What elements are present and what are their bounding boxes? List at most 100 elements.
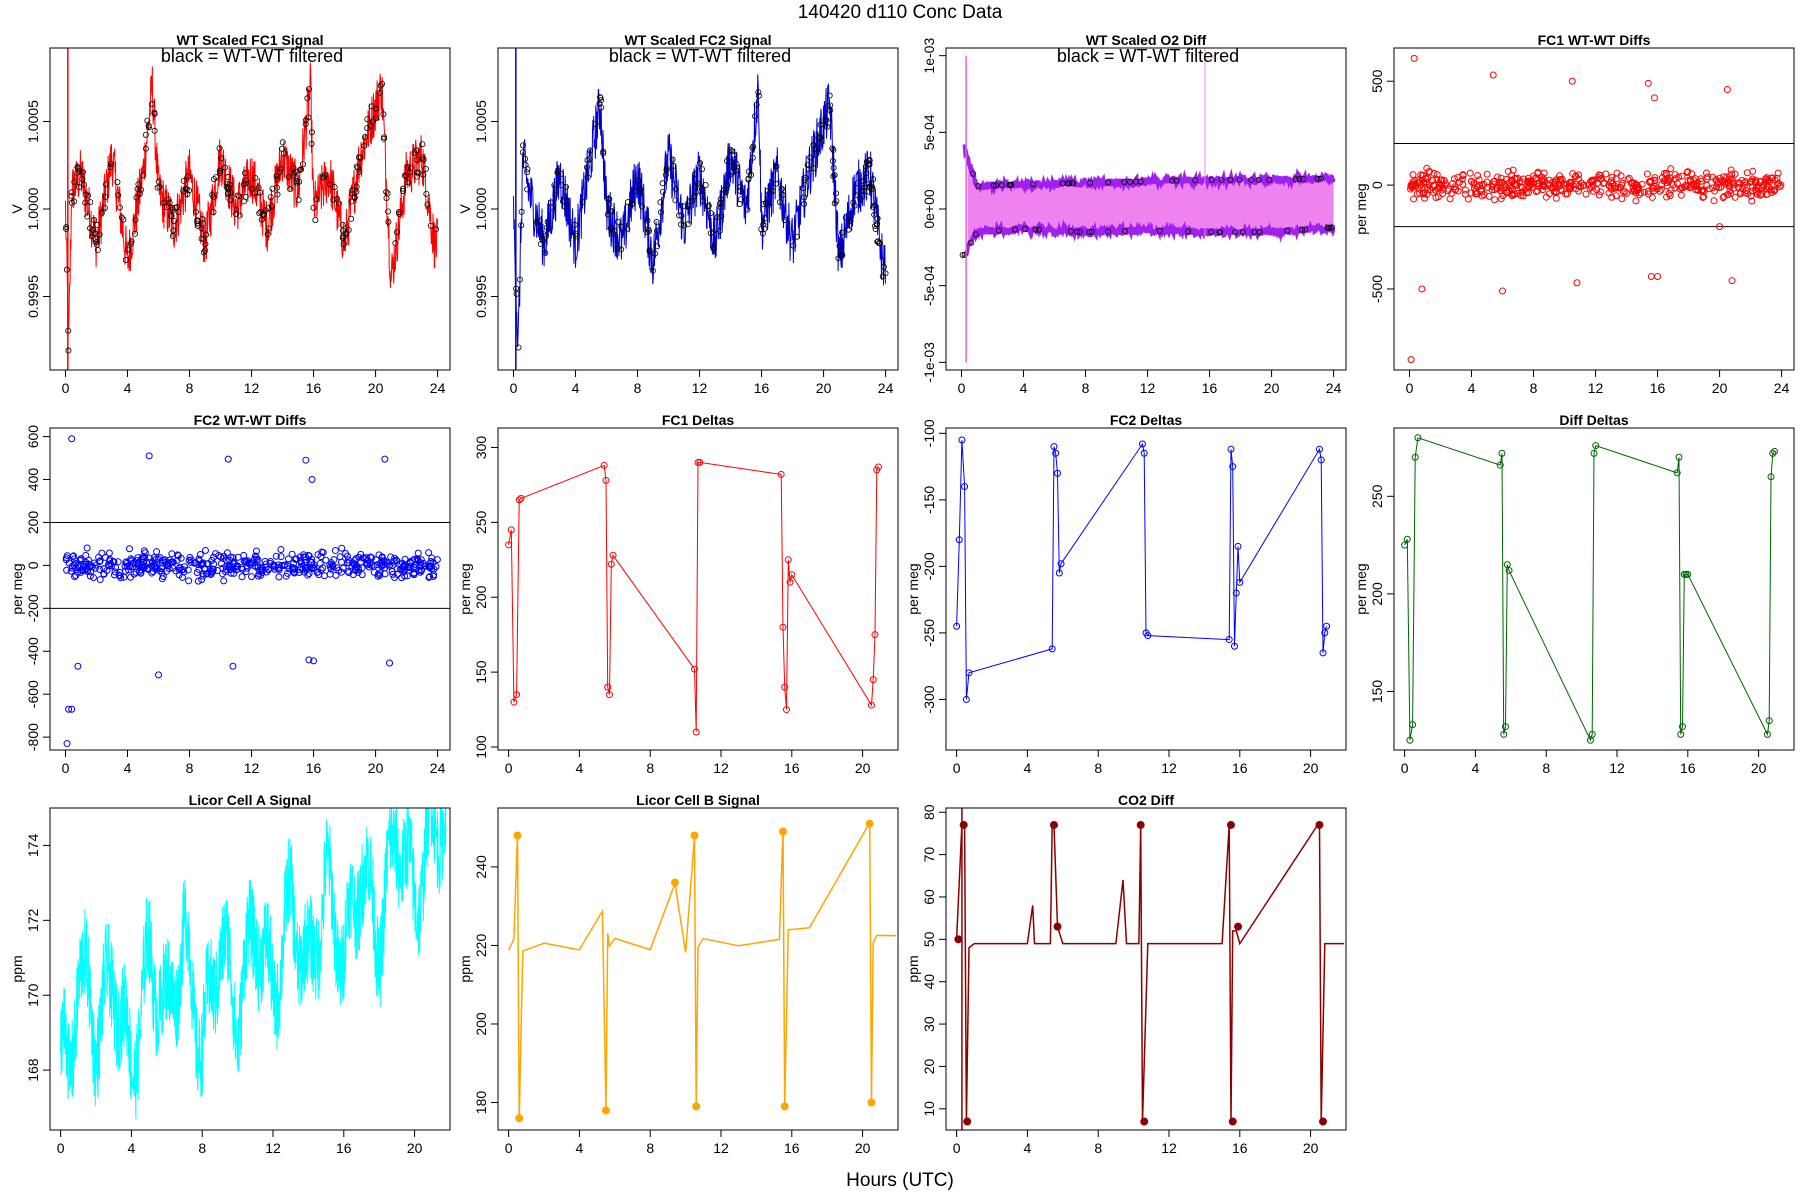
delta-point	[1673, 469, 1681, 477]
filtered-point	[234, 192, 241, 199]
filtered-point	[586, 156, 593, 163]
x-tick-label: 4	[576, 760, 584, 776]
y-tick-label: 0	[1369, 181, 1385, 189]
diff-point	[350, 561, 358, 569]
diff-point	[1669, 181, 1677, 189]
filtered-point	[670, 162, 677, 169]
panel-p7: FC2 Deltas 0 4 8 12 16 20 -300 -250 -200 -150 -100 p…	[905, 412, 1347, 776]
filtered-point	[614, 245, 621, 252]
filtered-point	[707, 210, 714, 217]
diff-point	[1644, 187, 1652, 195]
diff-point	[1448, 189, 1456, 197]
filtered-point	[880, 263, 887, 270]
filtered-point	[1314, 175, 1321, 182]
x-tick-label: 24	[430, 380, 446, 396]
filtered-point	[378, 80, 385, 87]
filtered-point	[383, 188, 390, 195]
diff-point	[1612, 192, 1620, 200]
diff-point	[1410, 195, 1418, 203]
outlier-point	[74, 662, 82, 670]
panel-title: Licor Cell A Signal	[189, 792, 312, 808]
y-tick-label: 200	[25, 511, 41, 535]
diff-point	[1409, 180, 1417, 188]
o2-series-undefined	[962, 219, 1336, 258]
filtered-point	[772, 180, 779, 187]
x-tick-label: 20	[855, 1140, 871, 1156]
diff-point	[1768, 189, 1776, 197]
y-tick-label: -500	[1369, 275, 1385, 303]
filtered-point	[745, 175, 752, 182]
filtered-point	[256, 210, 263, 217]
filtered-point	[242, 180, 249, 187]
plot-area-p7	[953, 436, 1331, 703]
diff-point	[233, 562, 241, 570]
delta-point	[517, 494, 525, 502]
diff-point	[1677, 191, 1685, 199]
x-tick-label: 20	[816, 380, 832, 396]
calibration-point	[954, 935, 963, 944]
panel-title: CO2 Diff	[1118, 792, 1174, 808]
panel-p11: CO2 Diff 0 4 8 12 16 20 10 20 30 40 50 60 70 80 ppm	[905, 792, 1347, 1156]
x-tick-label: 4	[128, 1140, 136, 1156]
diff-point	[1461, 186, 1469, 194]
delta-point	[1236, 578, 1244, 586]
filtered-point	[340, 241, 347, 248]
filtered-point	[672, 197, 679, 204]
panel-p1: WT Scaled FC1 Signal 0 4 8 12 16 20 24 0.9995 1.0…	[9, 32, 451, 396]
diff-point	[1762, 175, 1770, 183]
filtered-point	[427, 222, 434, 229]
diff-point	[410, 563, 418, 571]
outlier-point	[305, 656, 313, 664]
filtered-point	[1011, 226, 1018, 233]
filtered-point	[816, 135, 823, 142]
filtered-point	[872, 223, 879, 230]
filtered-point	[1255, 176, 1262, 183]
filtered-point	[310, 204, 317, 211]
filtered-point	[692, 189, 699, 196]
filtered-point	[1227, 176, 1234, 183]
filtered-point	[221, 164, 228, 171]
filtered-point	[696, 180, 703, 187]
delta-point	[1500, 730, 1508, 738]
filtered-point	[91, 217, 98, 224]
diff-point	[1509, 166, 1517, 174]
x-tick-label: 16	[784, 760, 800, 776]
filtered-point	[402, 173, 409, 180]
panel-p3: WT Scaled O2 Diff 0 4 8 12 16 20 24 -1e-03 -5e-04…	[921, 32, 1347, 396]
diff-point	[1503, 188, 1511, 196]
filtered-point	[79, 175, 86, 182]
delta-point	[1496, 461, 1504, 469]
diff-point	[1485, 192, 1493, 200]
diff-point	[101, 553, 109, 561]
diff-point	[290, 568, 298, 576]
delta-point	[515, 496, 523, 504]
delta-point	[1229, 463, 1237, 471]
filtered-point	[869, 184, 876, 191]
filtered-point	[252, 174, 259, 181]
filtered-point	[1156, 227, 1163, 234]
diff-point	[82, 560, 90, 568]
filtered-point	[812, 132, 819, 139]
y-tick-label: 10	[921, 1101, 937, 1117]
filtered-point	[68, 189, 75, 196]
diff-point	[1558, 187, 1566, 195]
filtered-point	[663, 165, 670, 172]
filtered-point	[165, 196, 172, 203]
diff-point	[180, 568, 188, 576]
delta-point	[786, 578, 794, 586]
diff-point	[327, 565, 335, 573]
filtered-point	[413, 147, 420, 154]
filtered-point	[761, 225, 768, 232]
filtered-point	[168, 212, 175, 219]
filtered-point	[87, 225, 94, 232]
delta-point	[1765, 717, 1773, 725]
diff-point	[166, 556, 174, 564]
diff-point	[251, 562, 259, 570]
diff-point	[207, 569, 215, 577]
delta-point	[1684, 570, 1692, 578]
diff-point	[1430, 169, 1438, 177]
filtered-point	[399, 187, 406, 194]
filtered-point	[1127, 178, 1134, 185]
filtered-point	[340, 227, 347, 234]
filtered-point	[423, 190, 430, 197]
